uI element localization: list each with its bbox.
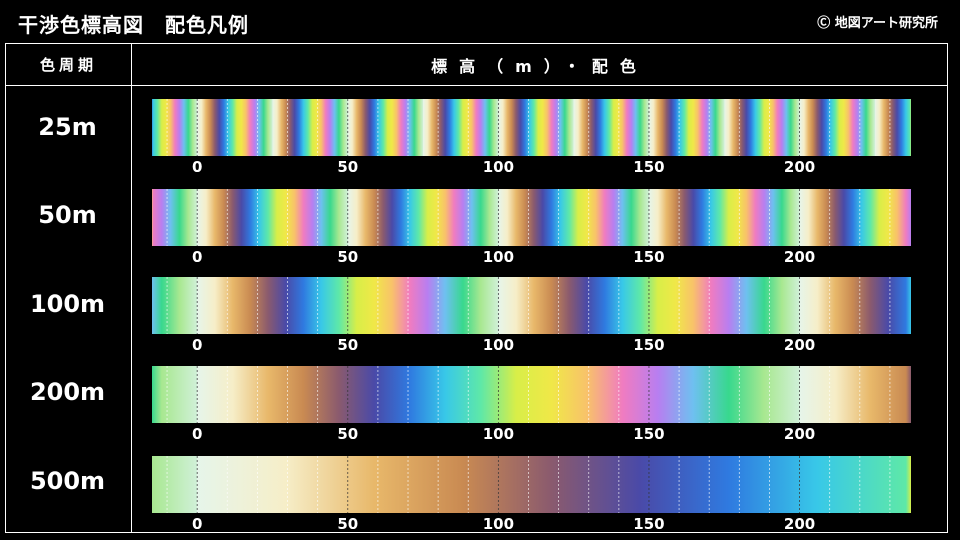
column-header-period: 色周期 <box>39 56 97 74</box>
tick-label-100m-50: 50 <box>337 336 358 354</box>
page-title: 干渉色標高図 配色凡例 <box>18 13 249 37</box>
color-bar-200m <box>152 366 911 423</box>
tick-label-500m-150: 150 <box>633 515 664 533</box>
row-label-100m: 100m <box>29 290 106 318</box>
tick-label-50m-200: 200 <box>784 248 815 266</box>
row-label-25m: 25m <box>38 113 97 141</box>
tick-label-500m-0: 0 <box>192 515 202 533</box>
color-bar-25m <box>152 99 911 156</box>
tick-label-200m-150: 150 <box>633 425 664 443</box>
color-bar-100m <box>152 277 911 334</box>
tick-label-100m-200: 200 <box>784 336 815 354</box>
tick-label-50m-100: 100 <box>483 248 514 266</box>
tick-label-25m-50: 50 <box>337 158 358 176</box>
tick-label-200m-100: 100 <box>483 425 514 443</box>
tick-label-100m-100: 100 <box>483 336 514 354</box>
column-header-elevation: 標高（m）・配色 <box>431 56 648 76</box>
tick-label-100m-0: 0 <box>192 336 202 354</box>
tick-label-100m-150: 150 <box>633 336 664 354</box>
row-label-500m: 500m <box>29 467 106 495</box>
tick-label-25m-150: 150 <box>633 158 664 176</box>
tick-label-500m-200: 200 <box>784 515 815 533</box>
tick-label-25m-0: 0 <box>192 158 202 176</box>
color-bar-500m <box>152 456 911 513</box>
row-label-50m: 50m <box>38 201 97 229</box>
tick-label-25m-200: 200 <box>784 158 815 176</box>
tick-label-50m-0: 0 <box>192 248 202 266</box>
legend-table: 色周期 標高（m）・配色 <box>5 43 948 533</box>
tick-label-200m-0: 0 <box>192 425 202 443</box>
header-divider <box>6 85 947 86</box>
tick-label-50m-50: 50 <box>337 248 358 266</box>
color-bar-50m <box>152 189 911 246</box>
column-divider <box>131 44 132 532</box>
tick-label-500m-100: 100 <box>483 515 514 533</box>
tick-label-25m-100: 100 <box>483 158 514 176</box>
tick-label-50m-150: 150 <box>633 248 664 266</box>
tick-label-200m-200: 200 <box>784 425 815 443</box>
copyright-label: Ⓒ 地図アート研究所 <box>817 16 938 31</box>
tick-label-500m-50: 50 <box>337 515 358 533</box>
tick-label-200m-50: 50 <box>337 425 358 443</box>
row-label-200m: 200m <box>29 378 106 406</box>
